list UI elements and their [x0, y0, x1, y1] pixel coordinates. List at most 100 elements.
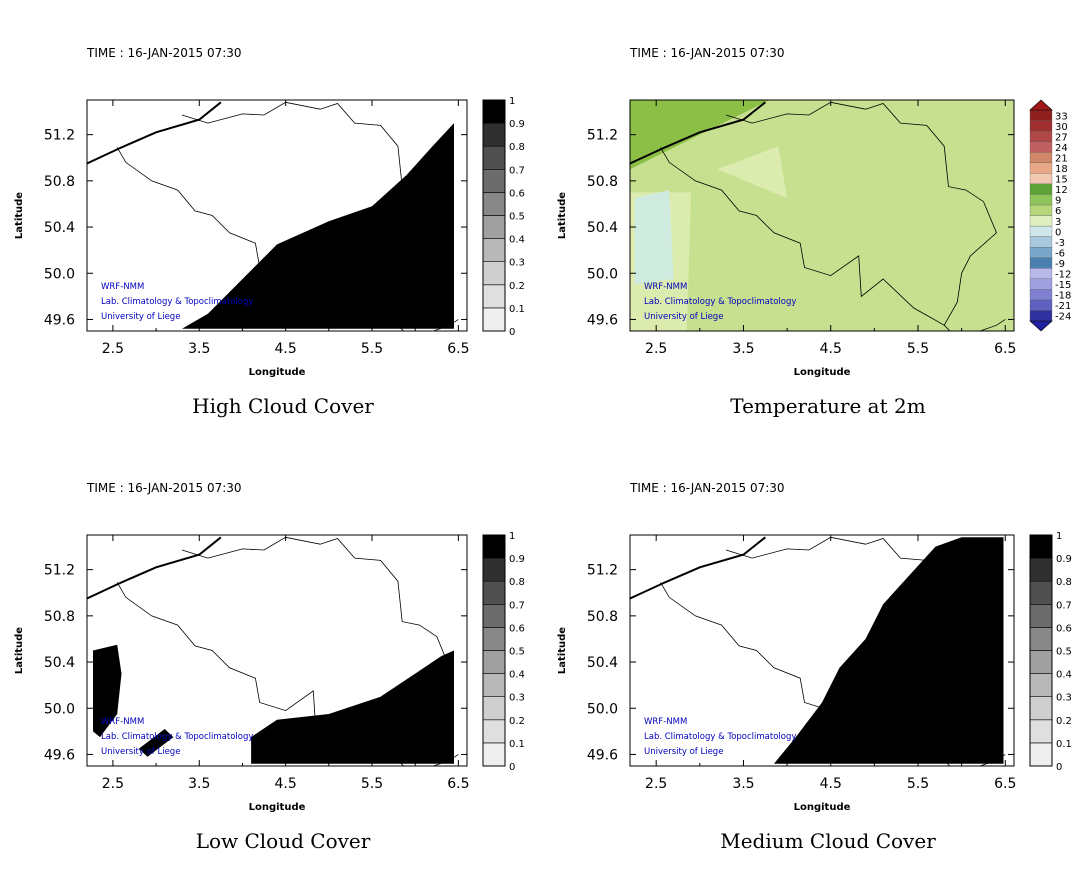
legend-label: 12 [1055, 185, 1068, 196]
panel-title: Medium Cloud Cover [720, 829, 936, 853]
legend-swatch [1029, 225, 1053, 237]
plot-frame [86, 534, 468, 767]
legend-swatch [1029, 120, 1053, 132]
legend-swatch [482, 192, 506, 216]
legend-swatch [482, 580, 506, 605]
legend-swatch [482, 557, 506, 582]
legend-label: 0.3 [509, 693, 525, 704]
x-tick-label: 6.5 [447, 341, 469, 357]
legend-swatch [1029, 603, 1053, 628]
y-tick-label: 49.6 [44, 312, 75, 328]
legend-label: 3 [1055, 217, 1061, 228]
temperature-cold-patch [634, 190, 674, 285]
x-tick-label: 6.5 [994, 776, 1016, 792]
legend-label: 0.4 [509, 670, 525, 681]
legend-label: 0.7 [1056, 600, 1072, 611]
y-axis-label: Latitude [14, 192, 25, 239]
legend-swatch [1029, 204, 1053, 216]
legend-label: 0.7 [509, 165, 525, 176]
legend-swatch [482, 719, 506, 744]
y-tick-label: 50.4 [587, 655, 618, 671]
legend-swatch [1029, 173, 1053, 185]
legend-label: -15 [1055, 280, 1071, 291]
legend-swatch [482, 215, 506, 239]
cloud-region-0 [93, 644, 122, 738]
legend-swatch [1029, 289, 1053, 301]
panel-medium-cloud: TIME : 16-JAN-2015 07:30 2.5 3.5 4.5 5.5 6.5 4… [557, 481, 1072, 853]
legend-frame [482, 534, 506, 767]
legend-label: 0.9 [509, 554, 525, 565]
plot-frame [629, 99, 1015, 332]
legend-label: 0 [509, 762, 515, 773]
legend-swatch [1029, 650, 1053, 674]
border-line-north [725, 536, 997, 761]
y-axis-label: Latitude [557, 627, 568, 674]
cloud-region-0 [182, 123, 454, 329]
legend-swatch [482, 284, 506, 309]
temperature-field [630, 100, 1014, 331]
legend-swatch [1029, 183, 1053, 195]
field-layer [630, 100, 1014, 331]
legend-label: 0.8 [509, 577, 525, 588]
legend-label: 0.3 [509, 258, 525, 269]
plot-frame [629, 534, 1015, 767]
legend-swatch [1029, 162, 1053, 174]
legend-label: -3 [1055, 238, 1065, 249]
legend-label: 0.2 [1056, 716, 1072, 727]
legend-swatch [1029, 130, 1053, 142]
border-line-north [181, 101, 451, 326]
y-tick-label: 49.6 [587, 312, 618, 328]
legend-label: 33 [1055, 111, 1068, 122]
legend-swatch [1029, 673, 1053, 697]
x-tick-label: 5.5 [361, 776, 383, 792]
legend-swatch [482, 673, 506, 697]
legend-label: 6 [1055, 206, 1061, 217]
legend: -24-21-18-15-12-9-6-30369121518212427303… [1029, 99, 1071, 332]
legend-swatch [1029, 194, 1053, 206]
legend-swatch [482, 742, 506, 767]
y-tick-label: 50.0 [587, 701, 618, 717]
legend-label: 0 [509, 327, 515, 338]
coastline [87, 536, 222, 600]
legend-label: -18 [1055, 291, 1071, 302]
border-line [116, 147, 459, 331]
legend-swatch [482, 169, 506, 193]
legend-swatch [482, 122, 506, 147]
legend-swatch [482, 238, 506, 263]
panel-high-cloud: TIME : 16-JAN-2015 07:30 2.5 3.5 4.5 5.5 6.5 4… [14, 46, 525, 418]
x-tick-label: 4.5 [275, 341, 297, 357]
y-tick-label: 50.4 [587, 220, 618, 236]
legend: 0 0.1 0.2 0.3 0.4 0.5 0.6 0.7 0.8 0.9 1 [482, 531, 525, 773]
x-axis-label: Longitude [794, 367, 851, 378]
y-tick-label: 50.8 [44, 609, 75, 625]
legend-label: 1 [1056, 531, 1062, 542]
credit-line: University of Liege [101, 312, 180, 322]
legend-label: 0 [1055, 227, 1061, 238]
y-tick-label: 50.0 [587, 266, 618, 282]
border-line-north [725, 101, 997, 326]
field-layer [630, 536, 1006, 766]
legend-swatch [1029, 310, 1053, 322]
credit-line: Lab. Climatology & Topoclimatology [644, 732, 796, 742]
x-tick-label: 6.5 [994, 341, 1016, 357]
x-axis-label: Longitude [249, 367, 306, 378]
border-line [660, 582, 1006, 766]
legend-label: -6 [1055, 248, 1065, 259]
legend-swatch [482, 307, 506, 332]
time-label: TIME : 16-JAN-2015 07:30 [86, 46, 242, 60]
legend-label: -9 [1055, 259, 1065, 270]
legend-label: 9 [1055, 196, 1061, 207]
legend-label: 27 [1055, 132, 1068, 143]
coastline [630, 101, 766, 165]
x-tick-label: 2.5 [645, 341, 667, 357]
legend-swatch [1029, 299, 1053, 311]
x-tick-label: 3.5 [188, 776, 210, 792]
temperature-light-patch [717, 146, 788, 199]
x-tick-label: 2.5 [645, 776, 667, 792]
y-tick-label: 51.2 [587, 128, 618, 144]
time-label: TIME : 16-JAN-2015 07:30 [629, 46, 785, 60]
y-tick-label: 50.8 [587, 174, 618, 190]
legend-label: 30 [1055, 122, 1068, 133]
legend-label: 0.1 [509, 304, 525, 315]
